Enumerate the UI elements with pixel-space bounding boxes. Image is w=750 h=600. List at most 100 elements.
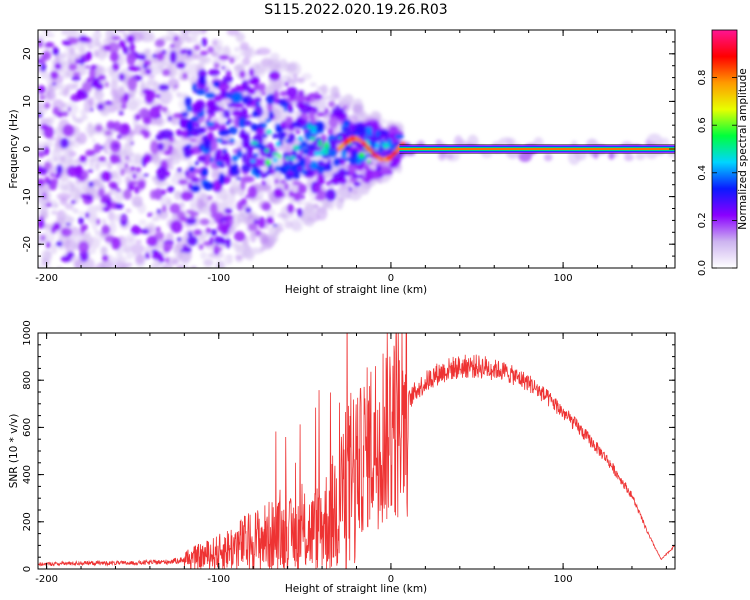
spectrogram-blob (97, 74, 106, 81)
spectrogram-blob (207, 195, 213, 200)
spectrogram-blob (127, 65, 142, 72)
spectrogram-blob (125, 155, 130, 160)
spectrogram-blob (349, 155, 358, 166)
spectrogram-blob (38, 219, 45, 229)
spectrogram-blob (182, 258, 190, 264)
spectrogram-blob (85, 65, 90, 69)
spectrogram-blob (78, 57, 85, 65)
spectrogram-blob (59, 197, 68, 206)
spectrogram-blob (161, 91, 174, 103)
spectrogram-blob (235, 177, 242, 181)
spectrogram-blob (272, 133, 278, 139)
spectrogram-blob (170, 43, 175, 48)
spectrogram-blob (345, 157, 351, 162)
x-tick-label: 0 (388, 273, 394, 284)
spectrogram-blob (127, 76, 138, 91)
spectrogram-blob (279, 90, 288, 97)
spectrogram-blob (56, 192, 72, 201)
spectrogram-blob (40, 234, 46, 242)
spectrogram-blob (365, 154, 370, 157)
spectrogram-blob (68, 48, 76, 56)
spectrogram-blob (624, 153, 634, 162)
spectrogram-blob (326, 180, 331, 187)
spectrogram-blob (66, 165, 79, 177)
spectrogram-blob (97, 103, 105, 111)
spectrogram-blob (259, 246, 265, 252)
spectrogram-blob (178, 179, 189, 185)
spectrogram-blob (71, 76, 81, 82)
spectrogram-blob (42, 192, 47, 200)
y-tick-label: 10 (22, 95, 33, 108)
spectrogram-blob (241, 152, 248, 164)
spectrogram-blob (59, 245, 64, 250)
colorbar-gradient (711, 29, 738, 269)
spectrogram-blob (206, 121, 215, 127)
spectrogram-blob (226, 254, 233, 259)
spectrogram-blob (205, 227, 211, 234)
spectrogram-blob (210, 104, 221, 113)
spectrogram-blob (256, 47, 271, 56)
x-tick-label: -100 (207, 574, 230, 585)
spectrogram-blob (309, 82, 317, 87)
spectrogram-blob (235, 32, 245, 43)
spectrogram-blob (224, 208, 233, 214)
spectrogram-blob (79, 116, 85, 123)
spectrogram-heatmap (38, 30, 675, 268)
spectrogram-blob (210, 139, 218, 152)
spectrogram-blob (94, 124, 103, 132)
spectrogram-blob (265, 129, 272, 135)
spectrogram-blob (62, 87, 70, 97)
spectrogram-blob (44, 33, 50, 38)
spectrogram-blob (76, 90, 89, 100)
spectrogram-blob (279, 58, 288, 68)
colorbar: 0.0 0.2 0.4 0.6 0.8 Normalized spectral ampl… (697, 29, 749, 276)
spectrogram-blob (128, 180, 139, 186)
spectrogram-blob (297, 207, 303, 218)
spectrogram-blob (216, 138, 223, 143)
spectrogram-blob (130, 243, 145, 255)
spectrogram-blob (39, 94, 46, 101)
spectrogram-blob (134, 185, 140, 195)
spectrogram-blob (161, 49, 167, 55)
spectrogram-blob (114, 189, 126, 202)
spectrogram-blob (67, 106, 71, 112)
spectrogram-blob (137, 53, 147, 61)
spectrogram-blob (355, 158, 362, 165)
spectrogram-blob (167, 185, 175, 193)
spectrogram-blob (175, 264, 186, 268)
spectrogram-blob (352, 98, 364, 111)
spectrogram-blob (339, 188, 349, 198)
spectrogram-blob (65, 46, 70, 51)
spectrogram-blob (51, 210, 58, 215)
spectrogram-blob (293, 73, 298, 80)
spectrogram-blob (55, 241, 63, 247)
spectrogram-blob (266, 216, 274, 225)
spectrogram-blob (335, 196, 344, 210)
figure-title: S115.2022.020.19.26.R03 (264, 2, 447, 18)
spectrogram-blob (274, 165, 280, 172)
spectrogram-blob (194, 161, 200, 166)
spectrogram-blob (124, 163, 129, 168)
spectrogram-blob (262, 133, 268, 139)
spectrogram-blob (120, 104, 127, 109)
spectrogram-blob (221, 65, 226, 70)
spectrogram-blob (165, 171, 171, 178)
spectrogram-blob (134, 113, 141, 121)
snr-series-line (38, 333, 675, 569)
spectrogram-blob (341, 133, 346, 141)
spectrogram-blob (241, 251, 255, 260)
spectrogram-blob (38, 58, 43, 64)
spectrogram-blob (193, 44, 201, 51)
spectrogram-blob (50, 178, 59, 186)
y-tick-label: 600 (22, 418, 33, 437)
spectrogram-blob (102, 142, 109, 153)
spectrogram-blob (273, 90, 280, 102)
spectrogram-blob (295, 101, 306, 109)
spectrogram-blob (108, 220, 117, 235)
spectrogram-blob (245, 207, 252, 213)
spectrogram-blob (327, 159, 332, 162)
spectrogram-blob (193, 30, 201, 35)
spectrogram-blob (80, 108, 87, 117)
spectrogram-blob (239, 41, 250, 51)
